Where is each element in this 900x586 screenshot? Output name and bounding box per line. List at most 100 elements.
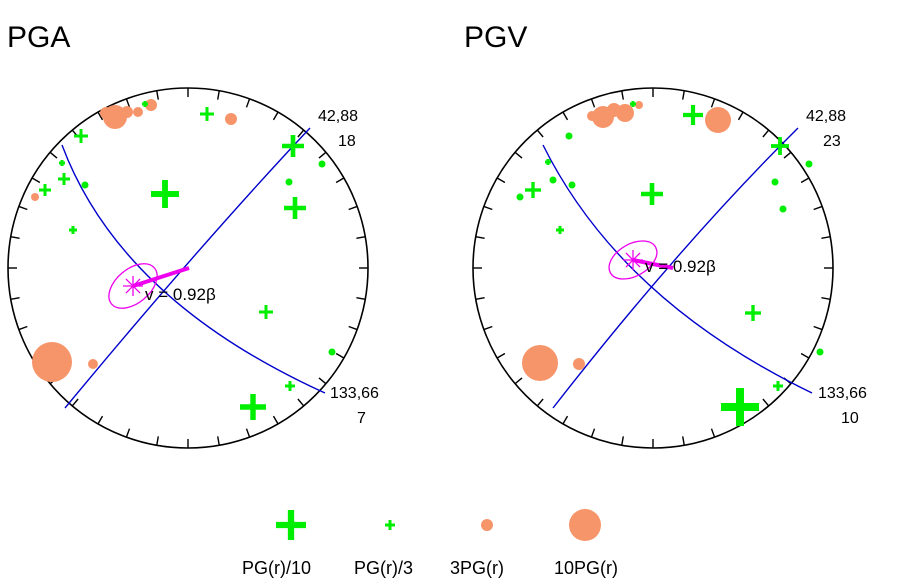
rim-tick [356, 236, 366, 239]
amplitude-circle [32, 342, 72, 382]
amplitude-circle [121, 106, 133, 118]
rim-tick [356, 297, 366, 300]
plus-marker [284, 197, 306, 219]
amplitude-dot [805, 160, 813, 168]
rim-tick [813, 205, 823, 211]
plus-marker [240, 394, 266, 420]
plus-marker [59, 160, 65, 166]
rim-tick [475, 297, 485, 300]
legend-circle [569, 509, 601, 541]
plus-marker [556, 226, 564, 234]
rim-tick [297, 129, 305, 138]
amplitude-circle [522, 345, 558, 381]
station-markers [31, 99, 336, 420]
rim-tick [156, 436, 159, 446]
plus-marker [385, 520, 395, 530]
nodal-plane-2 [64, 127, 311, 409]
rim-tick [536, 129, 544, 138]
amplitude-dot [328, 348, 336, 356]
rim-tick [318, 151, 327, 159]
rim-tick [97, 415, 104, 425]
amplitude-dot [81, 181, 89, 189]
rim-tick [97, 111, 104, 121]
rim-tick [737, 111, 744, 121]
panel-title: PGA [7, 21, 70, 54]
rim-tick [762, 398, 770, 407]
rim-tick [475, 236, 485, 239]
rim-tick [318, 377, 327, 385]
plane1-rake-label: 18 [338, 133, 356, 150]
amplitude-dot [318, 160, 326, 168]
nodal-plane-1 [542, 144, 813, 394]
rim-tick [297, 398, 305, 407]
amplitude-dot [771, 178, 779, 186]
rupture-pole [108, 263, 190, 309]
amplitude-dot [816, 348, 824, 356]
rim-tick [483, 205, 493, 211]
rim-tick [348, 325, 358, 331]
uncertainty-ellipse [108, 263, 158, 309]
plane2-rake-label: 7 [357, 410, 366, 427]
rim-tick [590, 98, 596, 108]
uncertainty-ellipse [608, 240, 658, 280]
plus-marker [641, 183, 663, 205]
rim-tick [272, 111, 279, 121]
legend-circle [481, 519, 493, 531]
rim-tick [10, 236, 20, 239]
rim-tick [496, 177, 506, 184]
rim-tick [821, 236, 831, 239]
amplitude-circle [145, 99, 157, 111]
panel-pga: PGA 42,88 18 133,66 7 v = 0.92β [7, 21, 379, 449]
plus-marker [142, 101, 148, 107]
amplitude-dot [285, 178, 293, 186]
amplitude-circle [635, 101, 643, 109]
plane2-rake-label: 10 [841, 410, 859, 427]
rim-tick [245, 98, 251, 108]
amplitude-circle [587, 111, 597, 121]
amplitude-dot [549, 176, 557, 184]
amplitude-circle [616, 104, 634, 122]
velocity-label: v = 0.92β [645, 257, 716, 276]
panel-pgv: PGV 42,88 23 133,66 10 v = 0.92β [464, 21, 867, 449]
plus-marker [773, 381, 783, 391]
plus-marker [771, 137, 789, 155]
plus-marker [745, 305, 761, 321]
plus-marker [151, 180, 179, 208]
rim-tick [156, 90, 159, 100]
plus-marker [282, 135, 304, 157]
rim-tick [245, 428, 251, 438]
plus-marker [285, 381, 295, 391]
plane1-strike-dip-label: 42,88 [806, 108, 846, 125]
plus-marker [74, 129, 88, 143]
legend: PG(r)/10 PG(r)/3 3PG(r) 10PG(r) [242, 509, 618, 578]
amplitude-dot [516, 193, 524, 201]
rim-tick [562, 111, 569, 121]
rim-tick [682, 436, 685, 446]
rim-tick [10, 297, 20, 300]
amplitude-circle [100, 107, 112, 119]
amplitude-dot [779, 205, 787, 213]
rim-tick [483, 325, 493, 331]
rim-tick [562, 415, 569, 425]
rim-tick [335, 177, 345, 184]
plus-marker [630, 101, 636, 107]
rim-tick [710, 98, 716, 108]
rupture-direction-arrow [132, 266, 190, 288]
plus-marker [545, 159, 551, 165]
pole-star [123, 276, 143, 296]
rim-tick [590, 428, 596, 438]
rim-tick [762, 129, 770, 138]
plus-marker [58, 173, 70, 185]
amplitude-circle [573, 358, 585, 370]
rim-tick [621, 436, 624, 446]
plus-marker [69, 226, 77, 234]
amplitude-circle [31, 193, 39, 201]
plane1-strike-dip-label: 42,88 [318, 108, 358, 125]
rupture-direction-arrow [632, 258, 674, 270]
rim-tick [800, 352, 810, 359]
rim-tick [18, 205, 28, 211]
plus-marker [200, 107, 214, 121]
station-markers [516, 101, 824, 426]
rim-tick [49, 151, 58, 159]
nodal-plane-2 [552, 127, 799, 409]
